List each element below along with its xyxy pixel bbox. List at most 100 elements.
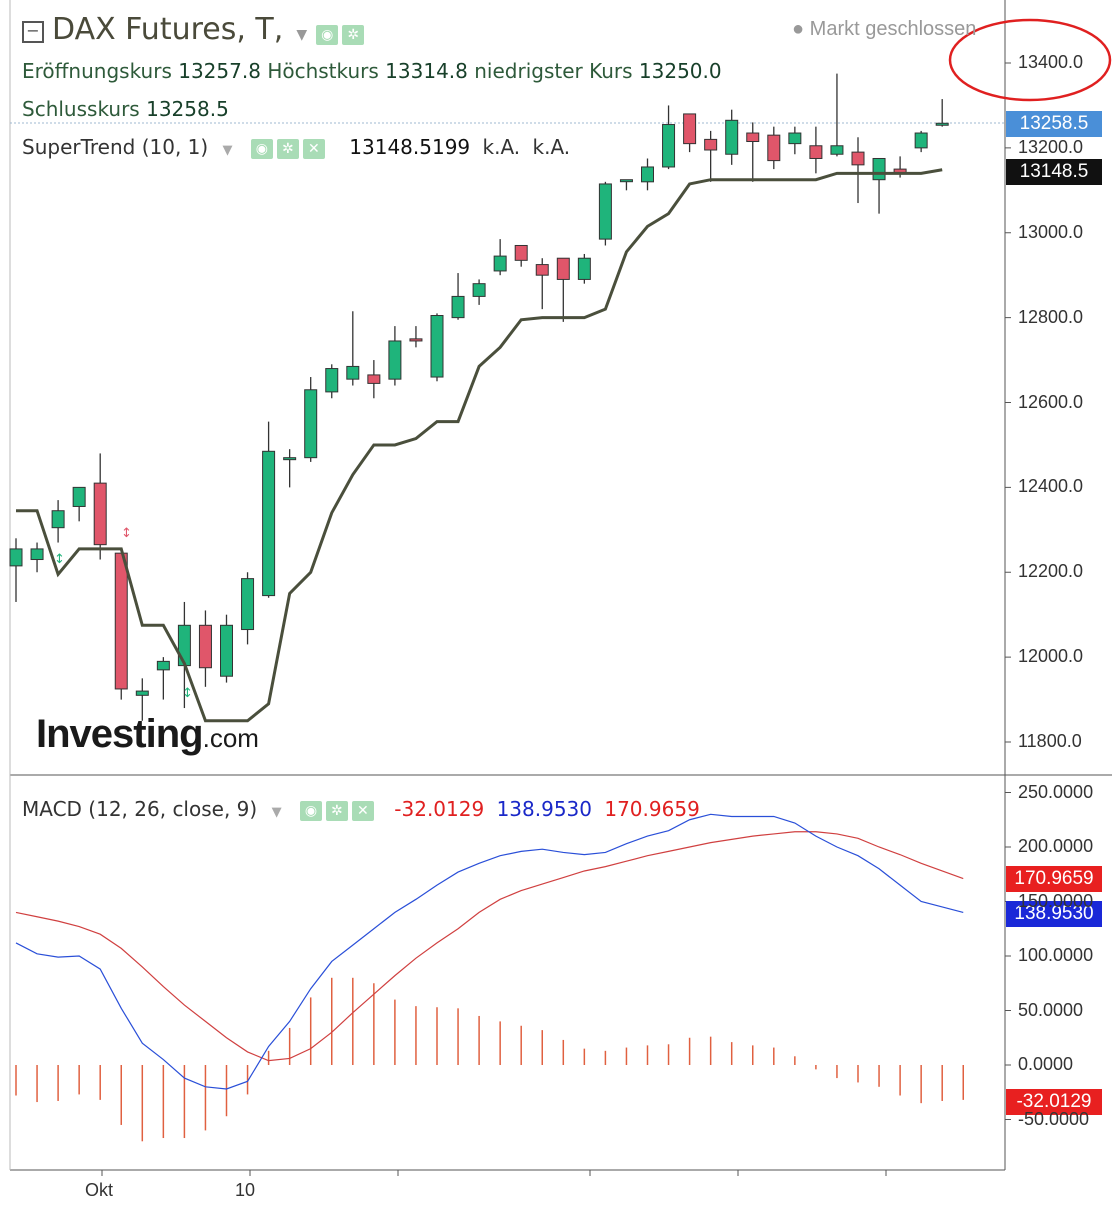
macd-hist-value: -32.0129 [394, 797, 485, 821]
visibility-icon[interactable]: ◉ [316, 24, 339, 45]
supertrend-value: 13148.5199 [349, 135, 471, 159]
candle [241, 572, 255, 645]
buy-arrow-icon: ↕ [54, 552, 65, 567]
candle-body [914, 132, 928, 149]
macd-axis-label: 50.0000 [1018, 999, 1084, 1020]
macd-axis-label: 200.0000 [1018, 836, 1094, 856]
candle-body [177, 624, 191, 667]
buy-arrow-icon: ↕ [182, 686, 193, 701]
price-axis-label: 12400.0 [1018, 476, 1084, 497]
chevron-down-icon[interactable]: ▼ [222, 143, 233, 158]
macd-axis-label: 150.0000 [1018, 890, 1094, 911]
candle-body [788, 132, 802, 145]
close-value: 13258.5 [146, 97, 229, 121]
chevron-down-icon[interactable]: ▼ [271, 805, 282, 820]
candle [93, 453, 107, 560]
chevron-down-icon[interactable]: ▼ [296, 27, 308, 43]
visibility-icon[interactable]: ◉ [250, 138, 273, 159]
high-label: Höchstkurs [267, 59, 379, 83]
candle-body [346, 365, 360, 380]
close-label: Schlusskurs [22, 97, 140, 121]
candle-body [725, 119, 739, 155]
last-price-tag: 13258.5 [1006, 111, 1102, 137]
close-icon[interactable]: ✕ [351, 800, 374, 821]
candle [72, 486, 86, 522]
macd-label: MACD (12, 26, close, 9) [22, 797, 258, 821]
ohlc-row-1: Eröffnungskurs 13257.8 Höchstkurs 13314.… [22, 59, 722, 83]
signal-line [15, 831, 964, 1062]
open-value: 13257.8 [178, 59, 261, 83]
candle-body [304, 389, 318, 459]
supertrend-legend: SuperTrend (10, 1) ▼ ◉ ✲ ✕ 13148.5199 k.A.… [22, 135, 570, 159]
candle-body [135, 690, 149, 696]
candle-body [367, 374, 381, 384]
candle [767, 126, 781, 170]
time-axis [101, 1170, 887, 1176]
gear-icon[interactable]: ✲ [342, 24, 365, 45]
candle [830, 73, 844, 157]
candle-body [51, 510, 65, 529]
candle [746, 122, 760, 182]
candle-body [535, 264, 549, 276]
candle-body [472, 283, 486, 297]
collapse-icon[interactable]: − [22, 20, 44, 43]
time-axis-label: Okt [85, 1180, 114, 1200]
supertrend-line [16, 168, 943, 723]
macd-axis-label: -50.0000 [1018, 1108, 1090, 1129]
macd-histogram [15, 977, 964, 1142]
chart-title-row: − DAX Futures, T, ▼ ◉ ✲ [22, 12, 365, 47]
candle-body [872, 157, 886, 181]
candle [556, 257, 570, 322]
candle-body [220, 624, 233, 677]
candle-body [514, 244, 528, 261]
candle-body [451, 295, 465, 319]
candle [683, 113, 697, 153]
supertrend-na-2: k.A. [532, 135, 571, 159]
close-icon[interactable]: ✕ [302, 138, 325, 159]
candle-body [156, 660, 170, 671]
logo-brand: Investing [36, 712, 204, 756]
candle-body [325, 368, 339, 393]
candle [577, 253, 591, 284]
candle [262, 421, 276, 598]
price-axis-label: 13400.0 [1018, 52, 1084, 72]
candle [388, 326, 402, 386]
highlight-circle [948, 18, 1112, 102]
candle [872, 157, 886, 214]
gear-icon[interactable]: ✲ [276, 138, 299, 159]
candle [156, 657, 170, 700]
price-axis-label: 13200.0 [1018, 136, 1084, 157]
candle [283, 449, 297, 488]
candle [51, 500, 65, 543]
price-axis-label: 12000.0 [1018, 646, 1084, 667]
price-axis-label: 11800.0 [1018, 731, 1082, 751]
candle [662, 105, 676, 170]
candle-body [493, 255, 507, 272]
candle [704, 130, 718, 182]
candle-body [809, 145, 823, 159]
candle [472, 279, 486, 305]
candle-body [241, 578, 255, 631]
logo-suffix: .com [202, 723, 259, 753]
candle [367, 360, 381, 399]
candle-body [409, 338, 423, 342]
low-value: 13250.0 [638, 59, 722, 83]
candle [619, 179, 633, 191]
candle-body [577, 257, 591, 280]
visibility-icon[interactable]: ◉ [299, 800, 322, 821]
candle-body [388, 340, 402, 380]
candle-body [935, 122, 949, 126]
candle-body [683, 113, 697, 145]
price-axis-label: 12600.0 [1018, 391, 1084, 412]
candle [935, 99, 949, 127]
candle [535, 258, 549, 310]
candle-body [641, 166, 654, 183]
candle [430, 313, 444, 382]
high-value: 13314.8 [385, 59, 468, 83]
candle [198, 610, 212, 687]
candle [304, 377, 318, 462]
signal-arrows: ↕ ↕ ↕ [54, 526, 193, 701]
gear-icon[interactable]: ✲ [325, 800, 348, 821]
candle-body [72, 486, 86, 507]
market-status: ● Markt geschlossen [792, 18, 976, 41]
